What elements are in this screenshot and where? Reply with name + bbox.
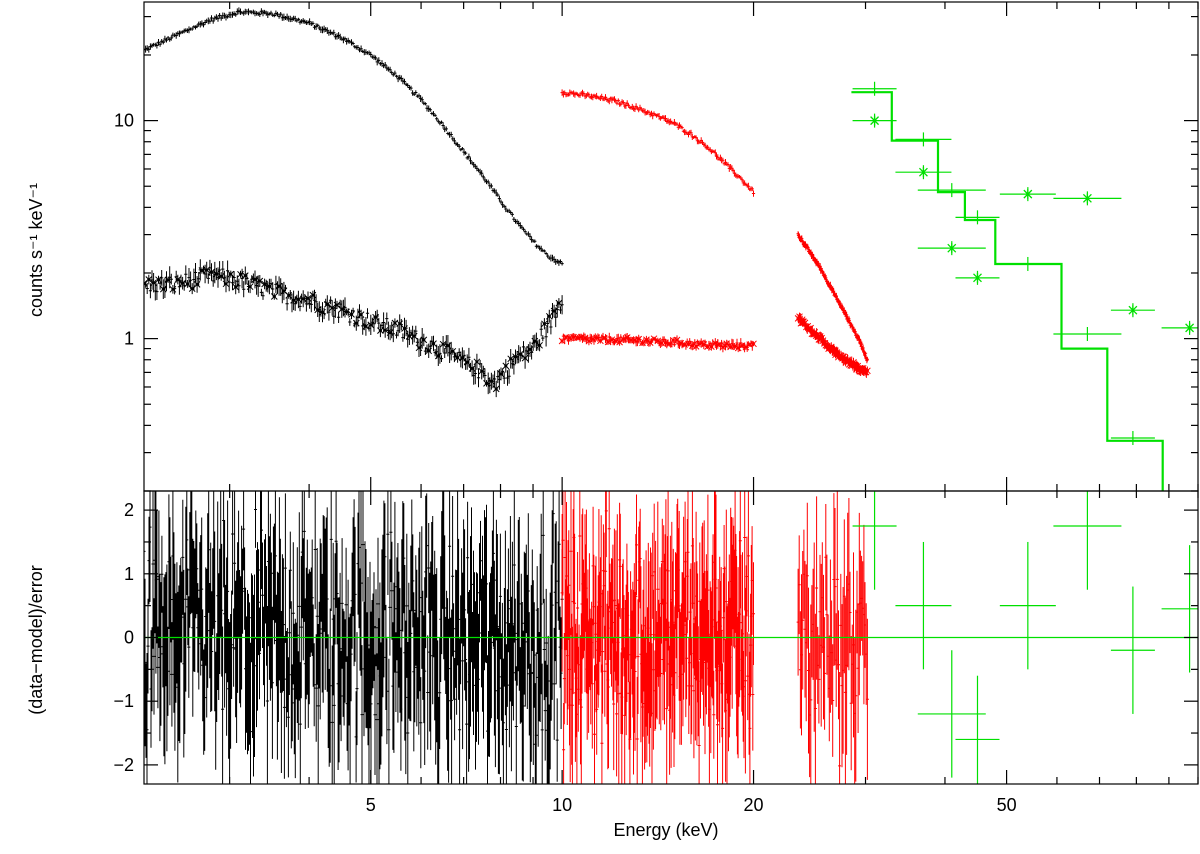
y-tick-label: 10: [114, 111, 134, 131]
x-tick-label: 50: [997, 795, 1017, 815]
spectrum-panel: 1 10: [114, 1, 1200, 513]
red-residual-series: [796, 491, 869, 784]
x-tick-label: 20: [744, 795, 764, 815]
green-data-point: [1162, 499, 1200, 513]
spectrum-plot-area: [144, 7, 1200, 513]
x-tick-label: 10: [552, 795, 572, 815]
green-model-step-line: [851, 91, 1164, 491]
red-spectrum-series: [796, 231, 869, 364]
green-residual-point: [955, 675, 1000, 784]
green-data-point: [895, 132, 952, 147]
green-data-point: [1053, 191, 1122, 206]
star-marker: [1082, 193, 1092, 204]
black-spectrum-series: [144, 7, 564, 266]
green-data-point: [852, 113, 897, 128]
green-residual-point: [852, 491, 897, 590]
red-spectrum-series: [560, 89, 756, 197]
green-data-point: [955, 270, 1000, 285]
green-residual-point: [999, 541, 1056, 670]
green-data-point: [1053, 326, 1122, 341]
green-data-point: [955, 210, 1000, 225]
red-spectrum-series: [558, 332, 757, 353]
spectrum-frame: [143, 1, 1199, 492]
x-tick-label: 5: [366, 795, 376, 815]
star-marker: [1023, 189, 1033, 200]
green-residual-point: [1161, 545, 1198, 673]
y-tick-label: 2: [124, 500, 134, 520]
black-residual-series: [144, 491, 564, 784]
green-residual-point: [917, 650, 986, 778]
green-data-point: [917, 183, 986, 198]
x-axis-title: Energy (keV): [613, 820, 718, 840]
residuals-y-axis-title: (data−model)/error: [26, 565, 46, 715]
y-tick-label: 1: [124, 564, 134, 584]
star-marker: [947, 243, 957, 254]
green-data-point: [895, 165, 952, 180]
y-tick-label: −1: [113, 691, 134, 711]
residuals-panel: 5 10 20 50 −2 −1 0 1 2: [113, 2, 1199, 815]
star-marker: [1128, 305, 1138, 316]
green-data-point: [999, 187, 1056, 202]
residuals-plot-area: [144, 491, 1198, 784]
y-tick-label: 0: [124, 628, 134, 648]
star-marker: [973, 272, 982, 283]
green-residual-point: [1110, 586, 1155, 714]
star-marker: [918, 167, 928, 178]
red-spectrum-series: [794, 312, 871, 378]
y-tick-label: 1: [124, 329, 134, 349]
green-residual-point: [1053, 491, 1122, 590]
y-tick-label: −2: [113, 755, 134, 775]
star-marker: [870, 115, 880, 126]
green-residual-point: [895, 541, 952, 670]
red-residual-series: [560, 491, 755, 784]
green-data-point: [1110, 303, 1155, 318]
black-spectrum-series: [144, 259, 564, 398]
green-data-point: [852, 81, 897, 96]
star-marker: [1185, 322, 1195, 333]
green-data-point: [1110, 431, 1155, 446]
spectrum-y-axis-title: counts s⁻¹ keV⁻¹: [26, 183, 46, 317]
green-data-point: [917, 241, 986, 256]
green-data-point: [1161, 320, 1198, 335]
